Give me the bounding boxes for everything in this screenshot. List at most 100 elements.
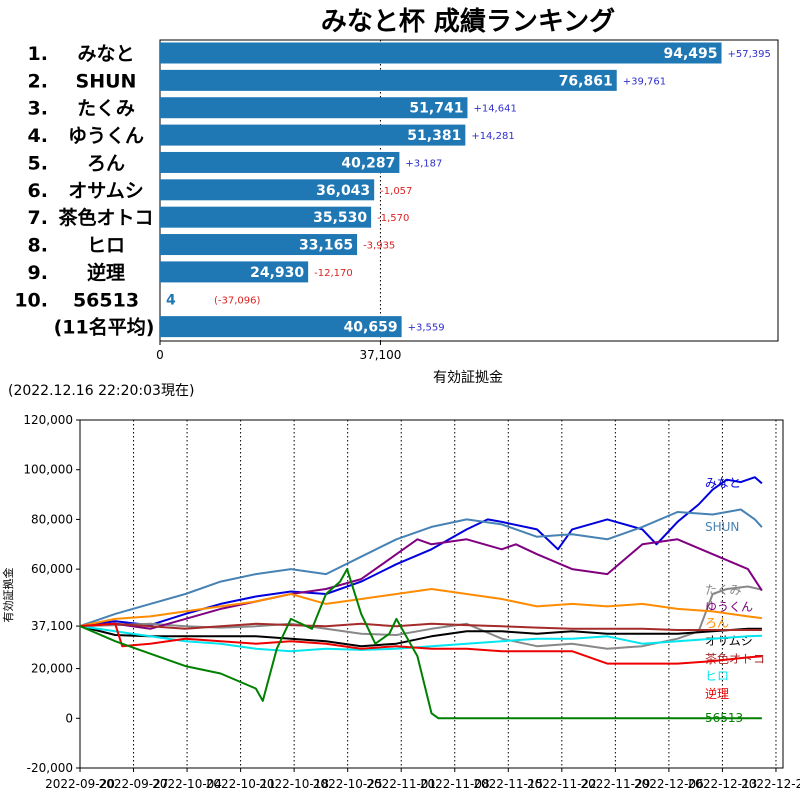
bar-value-label: 40,659 — [344, 320, 398, 336]
line-y-tick-label: 80,000 — [31, 512, 73, 526]
diff-label: +14,281 — [471, 131, 514, 142]
participant-name: オサムシ — [68, 180, 144, 202]
rank-number: 10. — [14, 289, 48, 311]
bar-value-label: 36,043 — [316, 183, 370, 199]
bar-value-label: 51,741 — [409, 101, 463, 117]
line-x-tick-label: 2022-11-22 — [527, 777, 597, 791]
bar — [160, 316, 402, 338]
line-y-axis-label: 有効証拠金 — [1, 568, 15, 623]
bar — [160, 206, 372, 228]
participant-name: みなと — [77, 43, 134, 65]
bar-value-label: 35,530 — [313, 210, 367, 226]
diff-label: -3,935 — [363, 241, 395, 252]
line-x-tick-label: 2022-11-01 — [366, 777, 436, 791]
bar — [160, 69, 617, 91]
bar-value-label: 51,381 — [407, 128, 461, 144]
series-end-label: 逆理 — [705, 686, 729, 701]
participant-name: ゆうくん — [68, 125, 144, 147]
rank-number: 9. — [28, 262, 48, 284]
diff-label: +14,641 — [473, 104, 516, 115]
bar-x-tick-label: 0 — [156, 348, 164, 362]
series-end-label: ゆうくん — [705, 600, 753, 614]
line-x-tick-label: 2022-12-06 — [634, 777, 704, 791]
history-line-chart: -20,000 0 20,000 37,100 60,000 80,000 100,000 1… — [23, 413, 800, 791]
participant-name: SHUN — [76, 70, 137, 92]
line-x-tick-label: 2022-10-04 — [152, 777, 222, 791]
bar-x-tick-label: 37,100 — [359, 348, 401, 362]
timestamp-label: (2022.12.16 22:20:03現在) — [8, 383, 194, 399]
rank-number: 2. — [28, 70, 48, 92]
bar — [160, 179, 375, 201]
series-end-label: 56513 — [705, 711, 743, 725]
bar — [160, 261, 309, 283]
series-line — [79, 476, 763, 628]
diff-label: (-37,096) — [214, 295, 261, 306]
line-y-tick-label: 20,000 — [31, 662, 73, 676]
line-y-tick-label: 60,000 — [31, 562, 73, 576]
diff-label: -1,570 — [377, 213, 409, 224]
participant-name: ろん — [87, 152, 125, 174]
rank-number: 3. — [28, 98, 48, 120]
bar-value-label: 76,861 — [559, 73, 613, 89]
line-x-tick-label: 2022-11-08 — [420, 777, 490, 791]
ranking-bar-chart: 1. みなと 94,495 +57,395 2. SHUN 76,861 +39,761 3. た… — [14, 39, 779, 362]
line-x-tick-label: 2022-12-20 — [741, 777, 800, 791]
line-y-tick-label: -20,000 — [27, 761, 73, 775]
bar — [160, 234, 358, 256]
series-line — [79, 508, 763, 628]
series-line — [79, 588, 763, 628]
participant-name: ヒロ — [87, 235, 125, 257]
line-x-tick-label: 2022-11-15 — [473, 777, 543, 791]
line-x-tick-label: 2022-10-11 — [206, 777, 276, 791]
rank-number: 6. — [28, 180, 48, 202]
line-y-tick-label: 100,000 — [23, 463, 73, 477]
series-line — [79, 622, 762, 631]
line-x-tick-label: 2022-12-13 — [688, 777, 758, 791]
bar — [160, 97, 468, 119]
diff-label: +3,187 — [405, 158, 442, 169]
series-end-label: SHUN — [705, 520, 739, 534]
line-x-tick-label: 2022-10-18 — [259, 777, 329, 791]
participant-name: (11名平均) — [54, 316, 155, 339]
participant-name: たくみ — [77, 98, 135, 120]
bar-value-label: 33,165 — [299, 238, 353, 254]
diff-label: -12,170 — [314, 268, 353, 279]
diff-label: +57,395 — [728, 49, 771, 60]
rank-number: 5. — [28, 152, 48, 174]
series-line — [79, 538, 763, 630]
series-line — [79, 622, 762, 665]
series-line — [79, 625, 762, 653]
line-y-tick-label: 0 — [65, 711, 73, 725]
series-line — [79, 625, 762, 648]
chart-title: みなと杯 成績ランキング — [321, 7, 615, 37]
diff-label: +3,559 — [408, 323, 445, 334]
bar — [160, 124, 466, 146]
rank-number: 4. — [28, 125, 48, 147]
series-end-label: みなと — [705, 476, 741, 490]
bar — [160, 151, 400, 173]
bar-value-label: 94,495 — [663, 46, 717, 62]
diff-label: -1,057 — [380, 186, 412, 197]
bar-value-label: 40,287 — [341, 155, 395, 171]
line-x-tick-label: 2022-09-27 — [99, 777, 169, 791]
line-y-tick-label: 37,100 — [31, 619, 73, 633]
rank-number: 1. — [28, 43, 48, 65]
rank-number: 7. — [28, 207, 48, 229]
bar-value-label: 24,930 — [250, 265, 304, 281]
line-x-tick-label: 2022-10-25 — [313, 777, 383, 791]
diff-label: +39,761 — [623, 76, 666, 87]
line-y-tick-label: 120,000 — [23, 413, 73, 427]
bar-x-axis-label: 有効証拠金 — [433, 370, 503, 386]
bar-value-label: 4 — [166, 292, 176, 308]
series-end-label: たくみ — [705, 583, 741, 597]
series-end-label: ヒロ — [705, 669, 729, 683]
participant-name: 茶色オトコ — [58, 206, 153, 229]
bar — [160, 42, 722, 64]
series-line — [79, 568, 762, 720]
participant-name: 逆理 — [87, 261, 125, 284]
line-x-tick-label: 2022-11-29 — [580, 777, 650, 791]
line-x-tick-label: 2022-09-20 — [45, 777, 115, 791]
rank-number: 8. — [28, 235, 48, 257]
line-plot-frame — [79, 419, 784, 769]
